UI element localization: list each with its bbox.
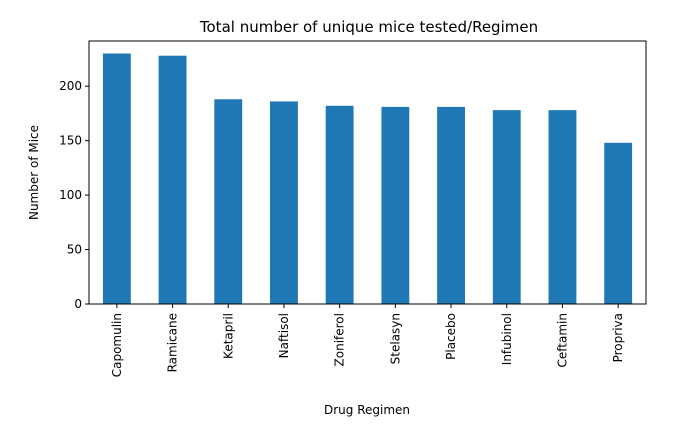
chart-title: Total number of unique mice tested/Regim… [199,18,538,36]
bar-zoniferol [325,105,354,304]
x-tick-label: Stelasyn [388,313,402,364]
x-tick-label: Zoniferol [333,313,347,366]
bar-ketapril [214,99,243,304]
x-axis-label: Drug Regimen [324,403,410,417]
x-axis: Capomulin Ramicane Ketapril Naftisol Zonifer… [110,304,625,377]
bar-stelasyn [381,106,410,304]
y-tick-label: 150 [59,134,82,148]
y-axis: 0 50 100 150 200 [59,79,89,311]
bar-ramicane [158,55,187,305]
y-tick-label: 50 [67,243,82,257]
x-tick-label: Placebo [444,313,458,360]
bars-group [102,53,633,305]
x-tick-label: Capomulin [110,313,124,377]
y-tick-label: 100 [59,188,82,202]
y-axis-label: Number of Mice [27,125,41,220]
y-tick-label: 200 [59,79,82,93]
x-tick-label: Ketapril [221,313,235,359]
x-tick-label: Ramicane [166,313,180,372]
bar-placebo [437,106,465,304]
y-tick-label: 0 [74,297,82,311]
x-tick-label: Ceftamin [555,313,569,367]
bar-capomulin [102,53,131,304]
x-tick-label: Infubinol [500,313,514,365]
bar-infubinol [492,110,521,305]
bar-naftisol [270,101,298,304]
plot-frame [88,40,647,305]
x-tick-label: Propriva [611,313,625,362]
bar-propriva [604,142,633,304]
bar-ceftamin [548,110,577,305]
x-tick-label: Naftisol [277,313,291,358]
